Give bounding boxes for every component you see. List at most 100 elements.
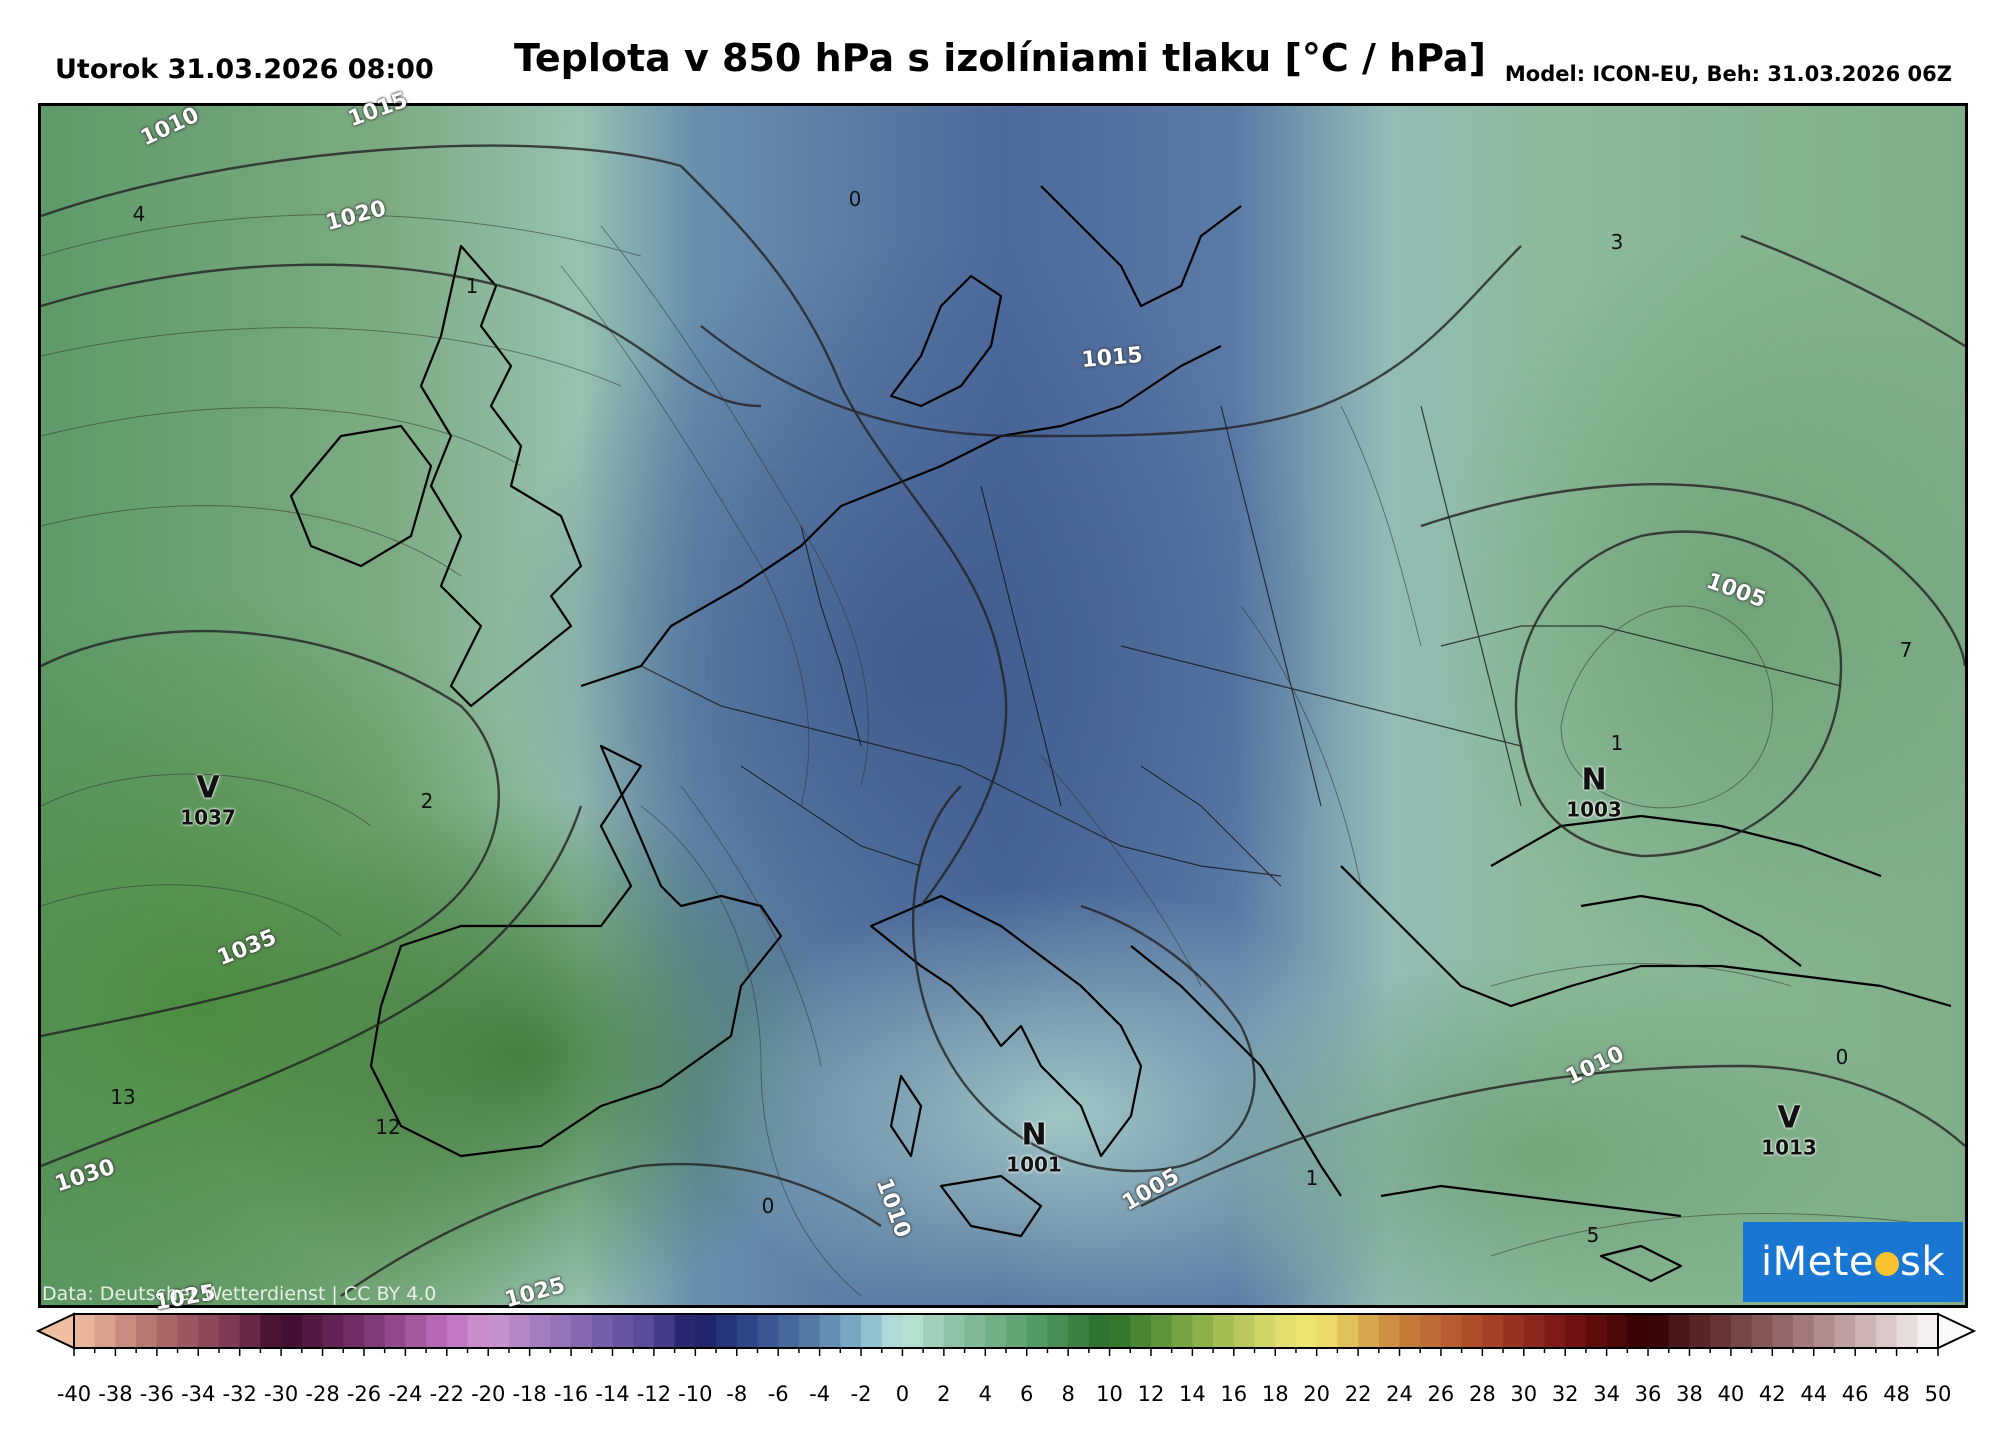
colorbar-cell [798, 1314, 821, 1348]
colorbar-cell [405, 1314, 427, 1348]
colorbar-tick-label: -38 [98, 1382, 133, 1406]
colorbar-cell [1068, 1314, 1090, 1348]
colorbar-tick-label: -32 [222, 1382, 257, 1406]
colorbar-cell [1523, 1314, 1546, 1348]
colorbar-cell [177, 1314, 199, 1348]
colorbar-cell [985, 1314, 1007, 1348]
colorbar-cell [260, 1314, 282, 1348]
colorbar-tick-label: 28 [1468, 1382, 1496, 1406]
colorbar-tick-label: 8 [1061, 1382, 1075, 1406]
colorbar-cell [1130, 1314, 1152, 1348]
colorbar-cell [198, 1314, 220, 1348]
colorbar-cell [1875, 1314, 1898, 1348]
colorbar-tick-label: 6 [1020, 1382, 1034, 1406]
colorbar-cell [881, 1314, 904, 1348]
colorbar-extend-low [36, 1312, 75, 1350]
colorbar-tick-label: -40 [56, 1382, 92, 1406]
model-info: Model: ICON-EU, Beh: 31.03.2026 06Z [1504, 62, 1952, 86]
colorbar-cell [964, 1314, 986, 1348]
colorbar-cell [1793, 1314, 1815, 1348]
colorbar-cell [1834, 1314, 1856, 1348]
colorbar-tick-label: -4 [809, 1382, 831, 1406]
colorbar-tick-label: -16 [553, 1382, 589, 1406]
imeteo-logo[interactable]: iMete sk [1743, 1222, 1963, 1302]
colorbar-tick-label: -26 [346, 1382, 382, 1406]
colorbar-tick-label: -8 [726, 1382, 748, 1406]
center-value: 1013 [1761, 1135, 1817, 1160]
colorbar-cell [1150, 1314, 1173, 1348]
colorbar-tick-label: 50 [1924, 1382, 1952, 1406]
colorbar-cell [1047, 1314, 1069, 1348]
temperature-label: 0 [1835, 1045, 1849, 1069]
temperature-label: 12 [375, 1115, 401, 1139]
temperature-label: 0 [761, 1194, 775, 1218]
colorbar-cell [1358, 1314, 1380, 1348]
colorbar-cell [1668, 1314, 1691, 1348]
colorbar-cell [1813, 1314, 1836, 1348]
colorbar-tick-label: -2 [850, 1382, 872, 1406]
colorbar-cell [529, 1314, 551, 1348]
colorbar-tick-label: -22 [429, 1382, 464, 1406]
temperature-label: 2 [420, 789, 434, 813]
temperature-colorbar [36, 1312, 1976, 1356]
colorbar-cell [301, 1314, 324, 1348]
colorbar-cell [94, 1314, 117, 1348]
colorbar-cell [156, 1314, 179, 1348]
weather-map [38, 103, 1968, 1308]
colorbar-cell [943, 1314, 966, 1348]
temperature-label: 1 [465, 274, 479, 298]
colorbar-tick-label: 24 [1386, 1382, 1413, 1406]
colorbar-tick-label: 16 [1220, 1382, 1248, 1406]
colorbar-cell [1233, 1314, 1256, 1348]
colorbar-tick-label: 12 [1137, 1382, 1165, 1406]
colorbar-cell [1855, 1314, 1877, 1348]
header-datetime: Utorok 31.03.2026 08:00 [55, 54, 434, 85]
colorbar-cell [633, 1314, 655, 1348]
temperature-label: 3 [1610, 230, 1624, 254]
colorbar-extend-high [1937, 1312, 1976, 1350]
low-pressure-center: N 1003 [1566, 763, 1622, 822]
colorbar-cell [1461, 1314, 1483, 1348]
colorbar-cell [446, 1314, 469, 1348]
colorbar-tick-label: 2 [937, 1382, 951, 1406]
colorbar-cell [363, 1314, 386, 1348]
center-type: V [1777, 1100, 1801, 1136]
temperature-field [41, 106, 1965, 1305]
colorbar-cell [1710, 1314, 1732, 1348]
colorbar-cell [861, 1314, 883, 1348]
colorbar-cell [902, 1314, 924, 1348]
colorbar-cell [508, 1314, 531, 1348]
colorbar-cell [343, 1314, 365, 1348]
colorbar-tick-label: -20 [471, 1382, 506, 1406]
colorbar-cell [757, 1314, 779, 1348]
colorbar-cell [467, 1314, 489, 1348]
colorbar-cell [1275, 1314, 1297, 1348]
colorbar-cell [1440, 1314, 1463, 1348]
colorbar-cell [1544, 1314, 1566, 1348]
colorbar-cell [115, 1314, 137, 1348]
colorbar-cell [1730, 1314, 1753, 1348]
colorbar-cell [74, 1314, 96, 1348]
temperature-label: 5 [1586, 1223, 1600, 1247]
center-value: 1001 [1006, 1152, 1062, 1177]
colorbar-cell [488, 1314, 510, 1348]
logo-suffix: sk [1900, 1239, 1946, 1285]
colorbar-cell [840, 1314, 862, 1348]
colorbar-tick-label: 18 [1261, 1382, 1289, 1406]
colorbar-tick-label: -12 [636, 1382, 672, 1406]
colorbar-cell [1689, 1314, 1711, 1348]
colorbar-tick-label: 4 [978, 1382, 992, 1406]
high-pressure-center: V 1037 [180, 771, 236, 830]
colorbar-cell [1006, 1314, 1028, 1348]
colorbar-tick-label: 40 [1717, 1382, 1745, 1406]
center-value: 1037 [180, 805, 236, 830]
colorbar-cells [36, 1312, 1976, 1356]
colorbar-tick-label: 22 [1344, 1382, 1372, 1406]
colorbar-cell [1585, 1314, 1608, 1348]
colorbar-tick-label: -30 [263, 1382, 299, 1406]
high-pressure-center: V 1013 [1761, 1101, 1817, 1160]
colorbar-tick-label: 34 [1593, 1382, 1620, 1406]
colorbar-cell [1254, 1314, 1276, 1348]
colorbar-tick-label: -24 [388, 1382, 423, 1406]
colorbar-tick-label: 14 [1179, 1382, 1206, 1406]
